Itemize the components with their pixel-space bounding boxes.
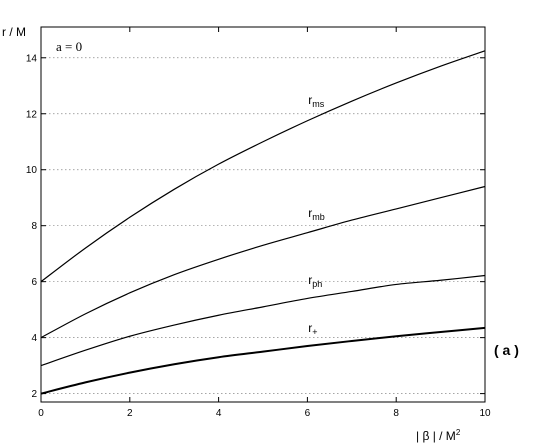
series-label-subscript: + <box>312 327 317 337</box>
series-lines <box>40 50 486 395</box>
y-tick-label: 14 <box>26 53 38 64</box>
series-label-main: r <box>308 206 312 220</box>
series-line-3 <box>40 274 486 367</box>
x-tick-label: 8 <box>393 408 399 419</box>
series-label-main: r <box>308 321 312 335</box>
spin-annotation: a = 0 <box>56 39 82 54</box>
series-label-subscript: ph <box>312 279 322 289</box>
series-line-1 <box>40 50 486 283</box>
x-tick-label: 6 <box>305 408 311 419</box>
x-tick-label: 10 <box>479 408 491 419</box>
series-label-4: r+ <box>308 321 317 337</box>
y-tick-label: 6 <box>31 277 37 288</box>
x-axis-label-text: | β | / M <box>416 429 456 443</box>
series-label-main: r <box>308 93 312 107</box>
series-label-1: rms <box>308 93 324 109</box>
series-line-4 <box>40 326 486 395</box>
series-label-subscript: mb <box>312 212 325 222</box>
x-axis-label: | β | / M2 <box>416 428 461 443</box>
series-label-2: rmb <box>308 206 325 222</box>
panel-label: ( a ) <box>494 342 519 358</box>
y-tick-label: 4 <box>31 333 37 344</box>
x-tick-label: 4 <box>216 408 222 419</box>
series-label-subscript: ms <box>312 99 324 109</box>
y-tick-label: 8 <box>31 221 37 232</box>
x-axis-label-superscript: 2 <box>456 428 461 437</box>
series-line-2 <box>40 185 486 339</box>
plot-frame <box>40 26 486 403</box>
x-tick-label: 2 <box>127 408 133 419</box>
y-tick-label: 10 <box>26 165 38 176</box>
y-tick-label: 12 <box>26 109 38 120</box>
series-label-main: r <box>308 273 312 287</box>
y-tick-label: 2 <box>31 389 37 400</box>
series-label-3: rph <box>308 273 322 289</box>
x-tick-label: 0 <box>38 408 44 419</box>
y-axis-label: r / M <box>2 25 26 39</box>
